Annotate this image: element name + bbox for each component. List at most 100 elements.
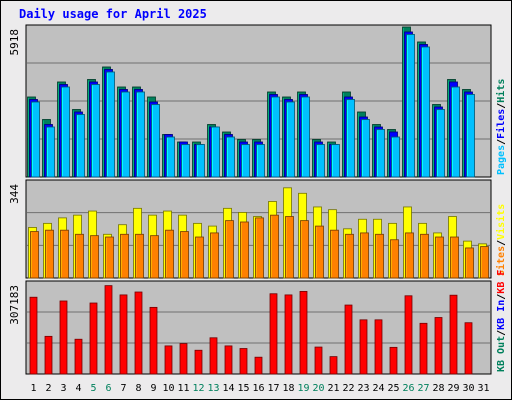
x-tick-day-19: 19	[297, 383, 309, 394]
bar-pages-day-24	[376, 129, 385, 178]
legend-separator: /	[496, 240, 507, 246]
bar-sites-day-22	[345, 233, 354, 279]
bar-kb-f-day-11	[179, 343, 188, 375]
bar-kb-f-day-18	[284, 294, 293, 375]
x-tick-day-24: 24	[372, 383, 384, 394]
x-tick-day-13: 13	[207, 383, 219, 394]
bar-sites-day-17	[270, 214, 279, 279]
bar-kb-f-day-6	[104, 285, 113, 375]
bar-kb-f-day-14	[224, 345, 233, 375]
axis-max-label: 344	[8, 184, 21, 204]
bar-kb-f-day-27	[419, 322, 428, 375]
bar-sites-day-29	[450, 236, 459, 279]
bar-sites-day-7	[120, 233, 129, 279]
legend-pages: Pages	[496, 145, 507, 175]
x-tick-day-30: 30	[462, 383, 474, 394]
bar-kb-f-day-25	[389, 346, 398, 375]
bar-sites-day-5	[90, 235, 99, 279]
bar-pages-day-11	[181, 144, 190, 178]
bar-sites-day-31	[480, 246, 489, 279]
x-tick-day-1: 1	[30, 383, 36, 394]
x-tick-day-3: 3	[60, 383, 66, 394]
bar-kb-f-day-22	[344, 304, 353, 375]
bar-sites-day-30	[465, 247, 474, 279]
x-tick-day-14: 14	[222, 383, 234, 394]
x-tick-day-23: 23	[357, 383, 369, 394]
bar-sites-day-27	[420, 233, 429, 279]
legend-sites: Sites	[495, 246, 507, 276]
bar-pages-day-15	[241, 144, 250, 178]
x-tick-day-9: 9	[150, 383, 156, 394]
legend-kb-in: KB In	[496, 300, 507, 330]
bar-kb-f-day-1	[29, 296, 38, 375]
bar-kb-f-day-30	[464, 322, 473, 375]
bar-pages-day-12	[196, 144, 205, 178]
x-tick-day-18: 18	[282, 383, 294, 394]
bar-pages-day-19	[301, 96, 310, 178]
bar-kb-f-day-2	[44, 335, 53, 375]
bar-sites-day-21	[330, 229, 339, 279]
bar-sites-day-26	[405, 232, 414, 279]
bar-pages-day-5	[91, 84, 100, 178]
x-tick-day-25: 25	[387, 383, 399, 394]
bar-sites-day-15	[240, 221, 249, 279]
bar-pages-day-22	[346, 99, 355, 178]
bar-kb-f-day-17	[269, 293, 278, 375]
legend-visits: Visits	[495, 204, 507, 240]
bar-pages-day-26	[406, 34, 415, 178]
axis-max-label: 5918	[8, 29, 21, 56]
bar-sites-day-9	[150, 235, 159, 279]
bar-kb-f-day-19	[299, 291, 308, 375]
bar-sites-day-28	[435, 236, 444, 279]
x-tick-day-26: 26	[402, 383, 414, 394]
x-tick-day-7: 7	[120, 383, 126, 394]
legend-separator: /	[496, 330, 507, 336]
bar-kb-f-day-13	[209, 337, 218, 375]
x-tick-day-5: 5	[90, 383, 96, 394]
bar-pages-day-10	[166, 136, 175, 178]
bar-pages-day-21	[331, 144, 340, 178]
bar-sites-day-8	[135, 233, 144, 279]
x-tick-day-21: 21	[327, 383, 339, 394]
bar-pages-day-20	[316, 144, 325, 178]
bar-kb-f-day-7	[119, 294, 128, 375]
bar-kb-f-day-3	[59, 300, 68, 375]
bar-kb-f-day-23	[359, 319, 368, 375]
legend-hits: Hits	[495, 79, 507, 103]
bar-sites-day-1	[30, 231, 39, 279]
x-tick-day-15: 15	[237, 383, 249, 394]
x-tick-day-29: 29	[447, 383, 459, 394]
axis-max-label: 307183	[8, 285, 21, 325]
bar-pages-day-4	[76, 114, 85, 178]
bar-sites-day-20	[315, 225, 324, 279]
bar-pages-day-3	[61, 86, 70, 178]
legend-separator: /	[496, 103, 507, 109]
bar-kb-f-day-5	[89, 302, 98, 375]
bar-pages-day-1	[31, 101, 40, 178]
legend-kb-f: KB F	[496, 270, 507, 294]
bar-pages-day-28	[436, 109, 445, 178]
bar-sites-day-11	[180, 231, 189, 279]
bar-kb-f-day-28	[434, 317, 443, 375]
bar-kb-f-day-4	[74, 338, 83, 375]
bar-pages-day-29	[451, 86, 460, 178]
legend-kb-out: KB Out	[496, 336, 507, 372]
bar-kb-f-day-9	[149, 306, 158, 375]
bar-sites-day-25	[390, 239, 399, 279]
x-tick-day-4: 4	[75, 383, 81, 394]
bar-pages-day-23	[361, 119, 370, 178]
x-tick-day-2: 2	[45, 383, 51, 394]
bar-sites-day-18	[285, 216, 294, 279]
bar-kb-f-day-8	[134, 291, 143, 375]
bar-kb-f-day-24	[374, 319, 383, 375]
bar-pages-day-14	[226, 136, 235, 178]
legend-separator: /	[496, 294, 507, 300]
x-tick-day-6: 6	[105, 383, 111, 394]
x-tick-day-20: 20	[312, 383, 324, 394]
bar-pages-day-27	[421, 46, 430, 178]
legend-kbytes: KB Out/KB In/KB F	[496, 270, 507, 372]
bar-sites-day-16	[255, 217, 264, 279]
bar-sites-day-24	[375, 233, 384, 279]
